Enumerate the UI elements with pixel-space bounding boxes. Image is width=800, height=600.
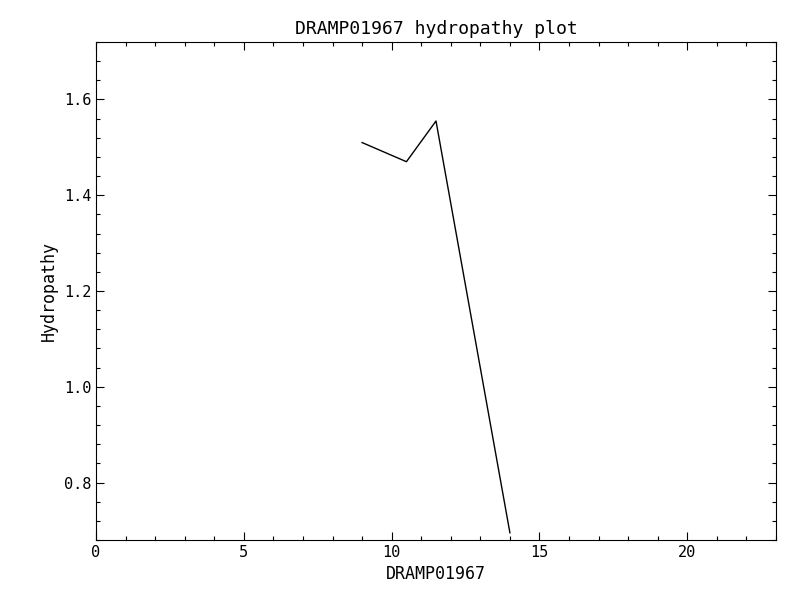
Y-axis label: Hydropathy: Hydropathy xyxy=(40,241,58,341)
Title: DRAMP01967 hydropathy plot: DRAMP01967 hydropathy plot xyxy=(294,20,578,38)
X-axis label: DRAMP01967: DRAMP01967 xyxy=(386,565,486,583)
